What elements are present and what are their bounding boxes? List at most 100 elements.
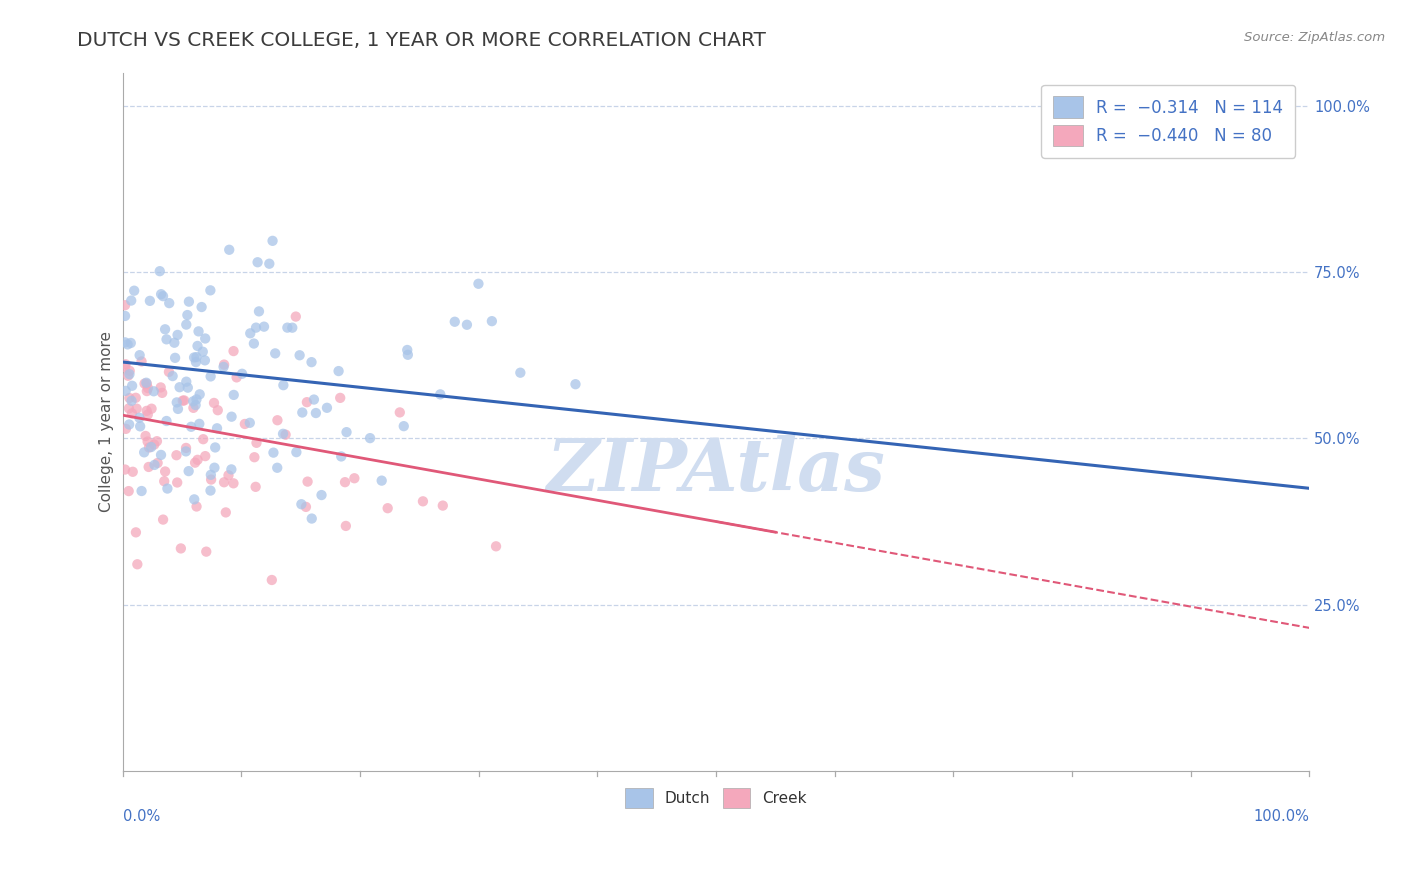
Point [212, 475, 235, 490]
Point [153, 475, 176, 489]
Point [117, 337, 139, 351]
Point [204, 460, 226, 475]
Point [215, 505, 238, 519]
Point [114, 357, 136, 371]
Point [183, 351, 205, 365]
Point [114, 335, 136, 350]
Text: Source: ZipAtlas.com: Source: ZipAtlas.com [1244, 31, 1385, 45]
Point [190, 300, 212, 314]
Point [186, 392, 208, 407]
Point [388, 405, 411, 419]
Point [239, 326, 262, 341]
Point [143, 437, 166, 451]
Point [285, 445, 308, 459]
Point [377, 501, 399, 516]
Point [274, 427, 297, 442]
Point [396, 348, 419, 362]
Point [122, 284, 145, 298]
Point [271, 426, 294, 441]
Point [295, 500, 318, 514]
Point [412, 494, 434, 508]
Point [143, 458, 166, 472]
Point [343, 471, 366, 485]
Point [146, 456, 169, 470]
Point [432, 499, 454, 513]
Point [195, 544, 218, 558]
Point [131, 483, 153, 498]
Point [243, 336, 266, 351]
Point [200, 369, 222, 384]
Point [165, 351, 187, 365]
Point [118, 391, 141, 405]
Point [170, 541, 193, 556]
Point [443, 315, 465, 329]
Point [245, 435, 267, 450]
Point [291, 405, 314, 419]
Point [163, 335, 186, 350]
Point [166, 395, 188, 409]
Point [184, 456, 207, 470]
Point [136, 381, 159, 395]
Point [295, 395, 318, 409]
Point [259, 257, 281, 271]
Point [396, 343, 419, 357]
Point [156, 482, 179, 496]
Point [266, 460, 288, 475]
Point [429, 387, 451, 401]
Point [359, 431, 381, 445]
Point [118, 368, 141, 382]
Point [204, 441, 226, 455]
Point [231, 367, 253, 381]
Point [186, 350, 208, 364]
Point [191, 344, 214, 359]
Point [136, 408, 159, 422]
Point [149, 264, 172, 278]
Point [176, 308, 198, 322]
Point [200, 283, 222, 297]
Point [183, 492, 205, 507]
Point [225, 370, 247, 384]
Point [114, 384, 136, 398]
Point [264, 346, 287, 360]
Point [302, 392, 325, 407]
Point [222, 344, 245, 359]
Point [118, 417, 141, 432]
Point [173, 393, 195, 408]
Point [212, 358, 235, 372]
Point [194, 449, 217, 463]
Point [150, 448, 173, 462]
Point [316, 401, 339, 415]
Point [115, 422, 138, 436]
Point [184, 355, 207, 369]
Point [138, 459, 160, 474]
Point [273, 378, 295, 392]
Point [485, 539, 508, 553]
Point [200, 483, 222, 498]
Point [186, 500, 208, 514]
Point [392, 419, 415, 434]
Text: DUTCH VS CREEK COLLEGE, 1 YEAR OR MORE CORRELATION CHART: DUTCH VS CREEK COLLEGE, 1 YEAR OR MORE C… [77, 31, 766, 50]
Point [301, 511, 323, 525]
Point [150, 385, 173, 400]
Point [284, 310, 307, 324]
Point [260, 573, 283, 587]
Point [290, 497, 312, 511]
Text: 100.0%: 100.0% [1253, 809, 1309, 824]
Point [193, 432, 215, 446]
Point [288, 348, 311, 362]
Point [117, 368, 139, 383]
Point [155, 414, 177, 428]
Point [188, 387, 211, 401]
Point [330, 450, 353, 464]
Point [152, 289, 174, 303]
Point [135, 429, 157, 443]
Point [121, 378, 143, 392]
Point [266, 413, 288, 427]
Point [221, 462, 243, 476]
Point [174, 444, 197, 458]
Point [221, 409, 243, 424]
Point [218, 243, 240, 257]
Point [134, 376, 156, 391]
Point [467, 277, 489, 291]
Point [200, 467, 222, 482]
